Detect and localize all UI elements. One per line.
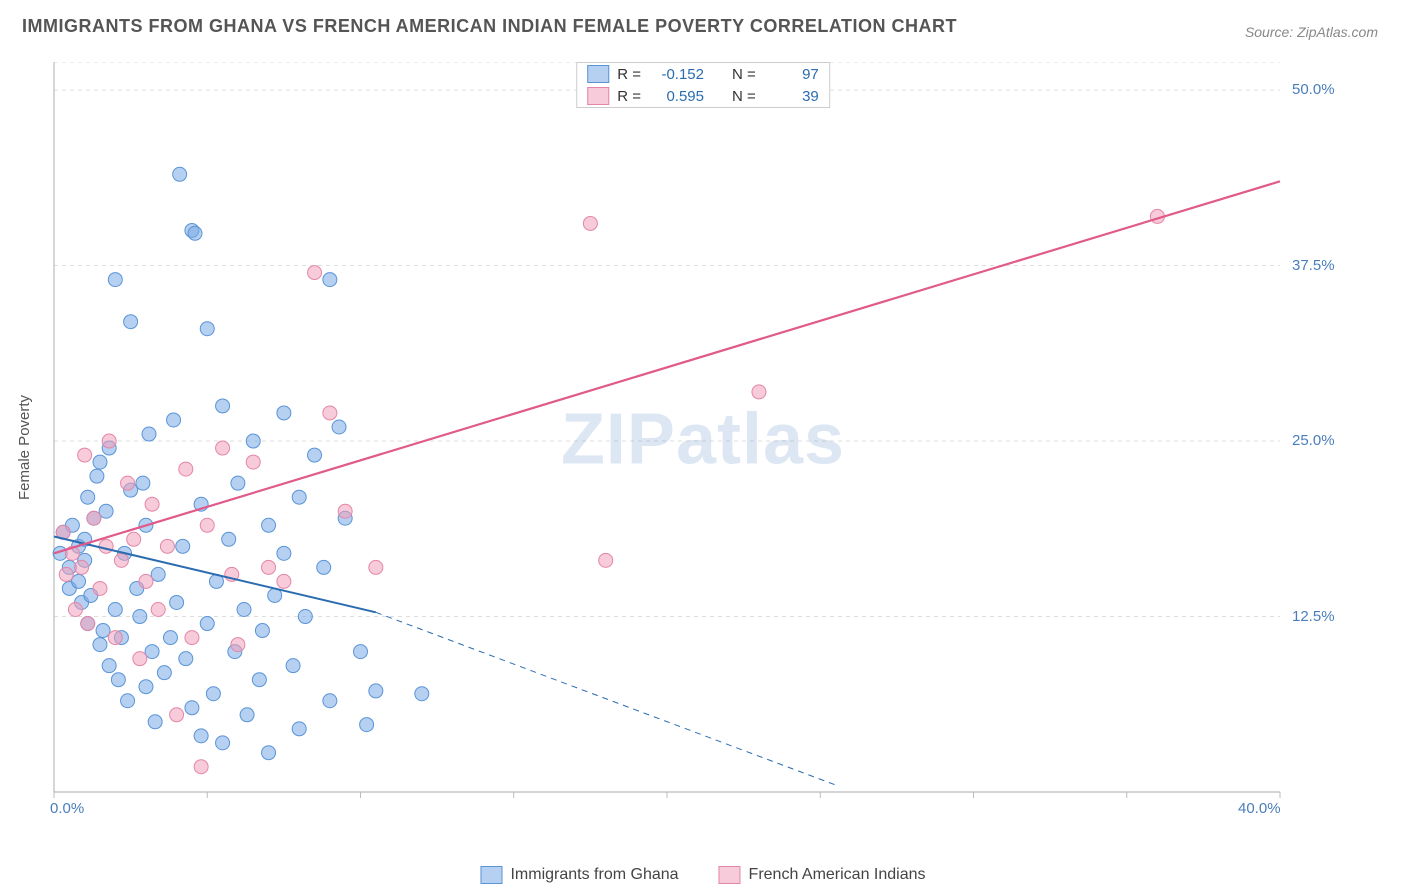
correlation-legend: R = -0.152 N = 97 R = 0.595 N = 39: [576, 62, 830, 108]
axis-tick-label: 50.0%: [1292, 81, 1335, 98]
r-value-ghana: -0.152: [649, 66, 704, 83]
n-value-french-ai: 39: [764, 88, 819, 105]
n-label: N =: [732, 88, 756, 105]
legend-row-ghana: R = -0.152 N = 97: [577, 63, 829, 85]
series-legend: Immigrants from Ghana French American In…: [480, 866, 925, 884]
legend-label-ghana: Immigrants from Ghana: [510, 866, 678, 884]
legend-row-french-ai: R = 0.595 N = 39: [577, 85, 829, 107]
legend-item-ghana: Immigrants from Ghana: [480, 866, 678, 884]
axis-tick-label: 0.0%: [50, 800, 84, 817]
axis-tick-label: 40.0%: [1238, 800, 1281, 817]
n-label: N =: [732, 66, 756, 83]
r-label: R =: [617, 88, 641, 105]
scatter-chart: [50, 62, 1350, 822]
legend-item-french-ai: French American Indians: [719, 866, 926, 884]
source-attribution: Source: ZipAtlas.com: [1245, 24, 1378, 40]
r-label: R =: [617, 66, 641, 83]
n-value-ghana: 97: [764, 66, 819, 83]
chart-title: IMMIGRANTS FROM GHANA VS FRENCH AMERICAN…: [22, 16, 957, 37]
legend-swatch-french-ai: [587, 87, 609, 105]
chart-area: 12.5% 25.0% 37.5% 50.0% 0.0% 40.0%: [50, 62, 1350, 822]
legend-swatch-french-ai: [719, 866, 741, 884]
axis-tick-label: 12.5%: [1292, 608, 1335, 625]
axis-tick-label: 25.0%: [1292, 432, 1335, 449]
legend-swatch-ghana: [480, 866, 502, 884]
legend-label-french-ai: French American Indians: [749, 866, 926, 884]
axis-tick-label: 37.5%: [1292, 257, 1335, 274]
legend-swatch-ghana: [587, 65, 609, 83]
y-axis-label: Female Poverty: [16, 395, 33, 500]
r-value-french-ai: 0.595: [649, 88, 704, 105]
